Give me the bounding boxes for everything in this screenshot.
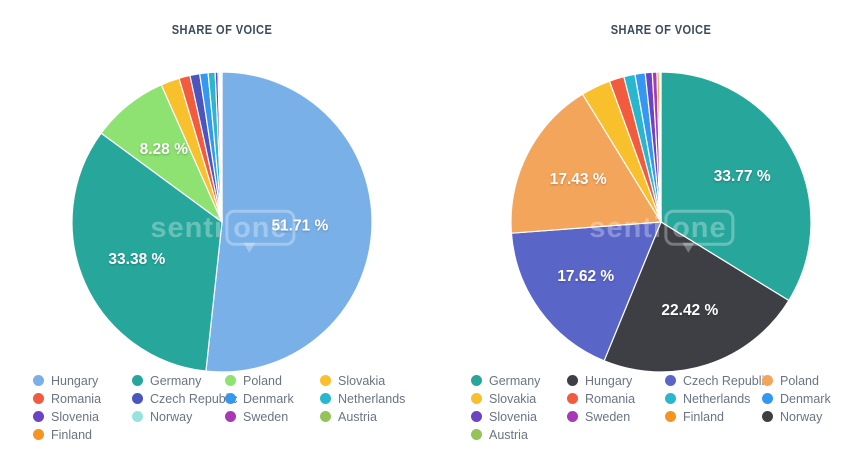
pie-slice-czech-republic[interactable] [510,221,662,362]
legend-label: Slovakia [338,373,386,388]
legend-item-poland[interactable]: Poland [225,372,320,389]
legend-label: Netherlands [338,391,406,406]
legend-item-denmark[interactable]: Denmark [225,390,320,407]
legend-marker [471,375,482,386]
legend-item-netherlands[interactable]: Netherlands [665,390,762,407]
legend-item-slovakia[interactable]: Slovakia [320,372,440,389]
legend-item-finland[interactable]: Finland [665,408,762,425]
legend-item-slovakia[interactable]: Slovakia [471,390,567,407]
legend-marker [471,393,482,404]
legend-marker [33,393,44,404]
legend-label: Austria [489,427,528,442]
legend-label: Sweden [243,409,289,424]
legend-marker [320,375,331,386]
pie-slice-germany[interactable] [660,71,812,302]
legend-label: Sweden [585,409,631,424]
legend-marker [665,393,676,404]
legend-marker [132,411,143,422]
legend-label: Romania [51,391,102,406]
legend-marker [665,411,676,422]
legend-label: Finland [683,409,724,424]
legend-label: Poland [780,373,819,388]
legend-item-poland[interactable]: Poland [762,372,867,389]
legend-marker [132,375,143,386]
legend-label: Slovakia [489,391,537,406]
legend-item-czech-republic[interactable]: Czech Republic [665,372,771,389]
legend-label: Denmark [780,391,831,406]
legend-item-sweden[interactable]: Sweden [225,408,320,425]
legend-label: Slovenia [489,409,537,424]
legend-label: Denmark [243,391,294,406]
legend-label: Czech Republic [683,373,771,388]
legend-marker [762,411,773,422]
chart-title-left: SHARE OF VOICE [171,22,273,37]
legend-label: Netherlands [683,391,751,406]
legend-item-finland[interactable]: Finland [33,426,132,443]
legend-label: Poland [243,373,282,388]
legend-item-germany[interactable]: Germany [132,372,225,389]
legend-item-germany[interactable]: Germany [471,372,567,389]
legend-marker [225,375,236,386]
legend-marker [567,375,578,386]
pie-slice-austria[interactable] [659,71,662,223]
legend-label: Czech Republic [150,391,238,406]
legend-marker [762,375,773,386]
legend-item-romania[interactable]: Romania [567,390,665,407]
legend-marker [225,411,236,422]
legend-label: Germany [489,373,541,388]
legend-label: Hungary [585,373,633,388]
legend-marker [132,393,143,404]
legend-left: Hungary Germany Poland Slovakia Romania Czech… [33,372,440,443]
legend-marker [320,411,331,422]
legend-label: Romania [585,391,636,406]
legend-item-slovenia[interactable]: Slovenia [33,408,132,425]
legend-marker [33,429,44,440]
legend-label: Hungary [51,373,99,388]
legend-marker [471,429,482,440]
legend-marker [665,375,676,386]
legend-item-hungary[interactable]: Hungary [567,372,665,389]
pie-chart-left: 51.71 %33.38 %8.28 % [71,71,373,373]
legend-label: Austria [338,409,377,424]
pie-chart-right: 33.77 %22.42 %17.62 %17.43 % [510,71,812,373]
legend-item-norway[interactable]: Norway [132,408,225,425]
legend-item-romania[interactable]: Romania [33,390,132,407]
legend-item-austria[interactable]: Austria [471,426,567,443]
legend-marker [762,393,773,404]
pie-slice-poland[interactable] [510,93,662,234]
legend-item-czech-republic[interactable]: Czech Republic [132,390,238,407]
legend-marker [567,411,578,422]
legend-item-austria[interactable]: Austria [320,408,440,425]
legend-marker [320,393,331,404]
legend-marker [225,393,236,404]
legend-right: Germany Hungary Czech Republic Poland Slovak… [471,372,867,443]
legend-label: Finland [51,427,92,442]
legend-label: Norway [780,409,823,424]
pie-slice-hungary[interactable] [205,71,373,373]
legend-label: Slovenia [51,409,99,424]
legend-marker [33,411,44,422]
legend-item-netherlands[interactable]: Netherlands [320,390,440,407]
legend-label: Norway [150,409,193,424]
pie-slice-hungary[interactable] [603,221,790,373]
legend-item-hungary[interactable]: Hungary [33,372,132,389]
legend-item-denmark[interactable]: Denmark [762,390,867,407]
legend-label: Germany [150,373,202,388]
legend-marker [567,393,578,404]
legend-marker [471,411,482,422]
chart-title-right: SHARE OF VOICE [610,22,712,37]
legend-item-norway[interactable]: Norway [762,408,867,425]
pie-slice-germany[interactable] [71,132,223,372]
legend-marker [33,375,44,386]
legend-item-slovenia[interactable]: Slovenia [471,408,567,425]
legend-item-sweden[interactable]: Sweden [567,408,665,425]
